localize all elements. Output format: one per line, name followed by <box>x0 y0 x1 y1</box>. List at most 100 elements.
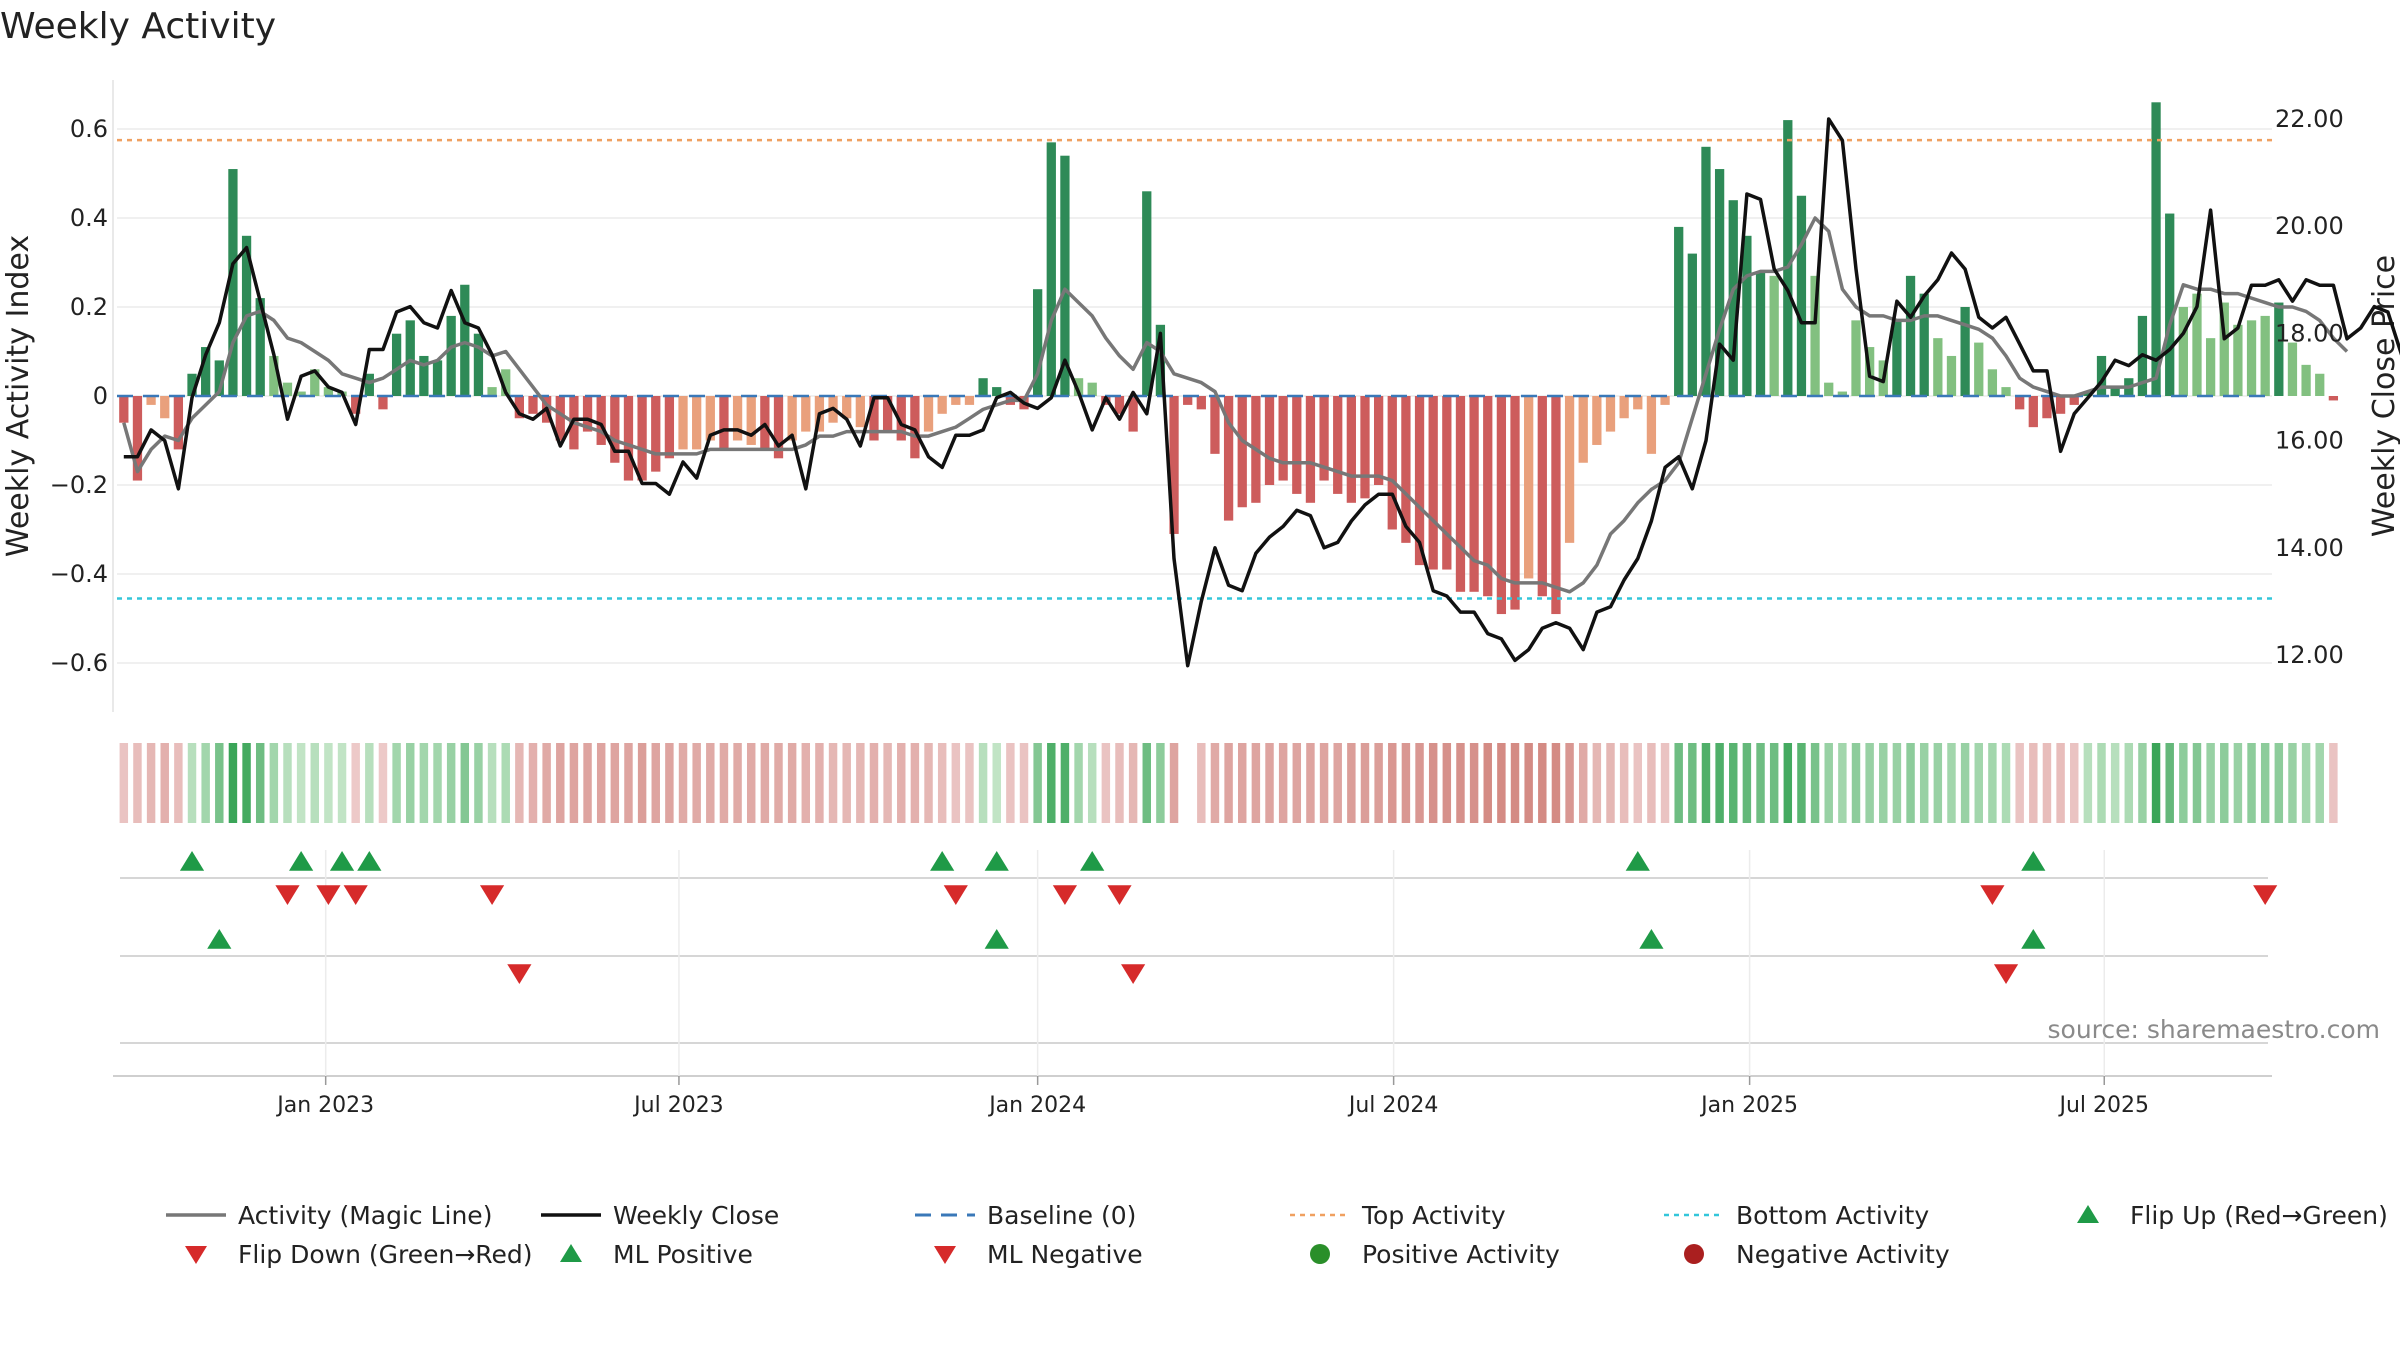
legend: Activity (Magic Line) Weekly Close Baselin… <box>166 1201 2388 1269</box>
strip-cell <box>1101 743 1111 823</box>
activity-bar <box>1974 342 1984 396</box>
strip-cell <box>637 743 647 823</box>
strip-cell <box>1565 743 1574 823</box>
flip-down-marker <box>316 885 341 905</box>
strip-cell <box>1483 743 1492 823</box>
strip-cell <box>965 743 974 823</box>
legend-item: Activity (Magic Line) <box>166 1201 492 1230</box>
activity-bar <box>2260 315 2270 396</box>
activity-bar <box>1605 396 1616 432</box>
legend-swatch-negative <box>1684 1244 1704 1264</box>
strip-cell <box>774 743 783 823</box>
strip-cell <box>1988 743 1997 823</box>
strip-cell <box>1824 743 1833 823</box>
activity-bar <box>1933 338 1943 396</box>
legend-swatch-down <box>185 1246 207 1264</box>
activity-bar <box>992 387 1002 396</box>
strip-cell <box>883 743 892 823</box>
activity-bar <box>201 347 211 396</box>
activity-bar <box>678 396 688 450</box>
legend-item: Positive Activity <box>1310 1240 1560 1269</box>
legend-label: Negative Activity <box>1736 1240 1950 1269</box>
legend-item: Bottom Activity <box>1664 1201 1929 1230</box>
strip-cell <box>1688 743 1697 823</box>
activity-bar <box>1714 169 1725 396</box>
activity-bar <box>2028 396 2038 428</box>
activity-bar <box>1305 396 1316 503</box>
strip-cell <box>1442 743 1452 823</box>
strip-cell <box>1265 743 1274 823</box>
legend-swatch-positive <box>1310 1244 1330 1264</box>
strip-cell <box>501 743 510 823</box>
strip-cell <box>815 743 824 823</box>
strip-cell <box>460 743 470 823</box>
flip-up-marker <box>179 851 205 871</box>
y-tick-label: 0.6 <box>70 115 108 143</box>
strip-cell <box>1510 743 1520 823</box>
strip-cell <box>1497 743 1506 823</box>
flip-up-marker <box>1625 851 1650 871</box>
activity-bar <box>1292 396 1302 494</box>
strip-cell <box>951 743 961 823</box>
flip-down-marker <box>343 885 368 905</box>
activity-bar <box>1455 396 1466 592</box>
signal-markers <box>179 851 2278 984</box>
legend-label: Baseline (0) <box>987 1201 1136 1230</box>
activity-bar <box>1264 396 1275 485</box>
y-tick-label: 0.2 <box>70 293 108 321</box>
strip-cell <box>2097 743 2106 823</box>
activity-bar <box>801 396 811 432</box>
activity-bar <box>2328 396 2339 401</box>
strip-cell <box>2288 743 2297 823</box>
activity-bar <box>528 396 538 414</box>
legend-label: Activity (Magic Line) <box>238 1201 492 1230</box>
activity-bar <box>1373 396 1384 485</box>
y-axis-label: Weekly Activity Index <box>1 235 36 557</box>
strip-cell <box>119 743 129 823</box>
strip-cell <box>1060 743 1070 823</box>
activity-bar <box>1783 120 1793 396</box>
activity-bar <box>514 396 524 419</box>
strip-cell <box>1851 743 1861 823</box>
strip-cell <box>937 743 947 823</box>
activity-bar <box>228 169 238 396</box>
legend-swatch-down <box>934 1246 956 1264</box>
strip-cell <box>419 743 429 823</box>
activity-bar <box>1551 396 1561 615</box>
activity-bar <box>1046 142 1056 396</box>
activity-bar <box>1905 275 1916 396</box>
activity-bar <box>1319 396 1329 481</box>
legend-label: ML Positive <box>613 1240 753 1269</box>
y-tick-label: −0.4 <box>50 560 108 588</box>
strip-cell <box>1810 743 1820 823</box>
legend-item: ML Negative <box>934 1240 1143 1269</box>
activity-bar <box>896 396 906 441</box>
activity-bar <box>1742 235 1752 396</box>
strip-cell <box>2029 743 2038 823</box>
activity-bar <box>2192 293 2202 396</box>
strip-cell <box>2301 743 2311 823</box>
y-tick-label: −0.2 <box>50 471 108 499</box>
strip-cell <box>337 743 347 823</box>
strip-cell <box>1415 743 1424 823</box>
activity-bar <box>2055 396 2066 414</box>
activity-bar <box>351 396 361 414</box>
flip-down-marker <box>1052 885 1078 905</box>
flip-up-marker <box>289 851 314 871</box>
strip-cell <box>2247 743 2256 823</box>
ml-positive-marker <box>2021 929 2046 949</box>
legend-swatch-up <box>560 1244 582 1262</box>
strip-cell <box>1278 743 1288 823</box>
legend-item: Flip Up (Red→Green) <box>2077 1201 2388 1230</box>
strip-cell <box>1783 743 1793 823</box>
strip-cell <box>433 743 442 823</box>
strip-cell <box>1428 743 1438 823</box>
strip-cell <box>2274 743 2284 823</box>
strip-cell <box>569 743 579 823</box>
strip-cell <box>733 743 742 823</box>
activity-bar <box>2287 342 2298 396</box>
strip-cell <box>760 743 770 823</box>
y-tick-label: 0 <box>93 382 108 410</box>
strip-cell <box>801 743 811 823</box>
strip-cell <box>365 743 374 823</box>
